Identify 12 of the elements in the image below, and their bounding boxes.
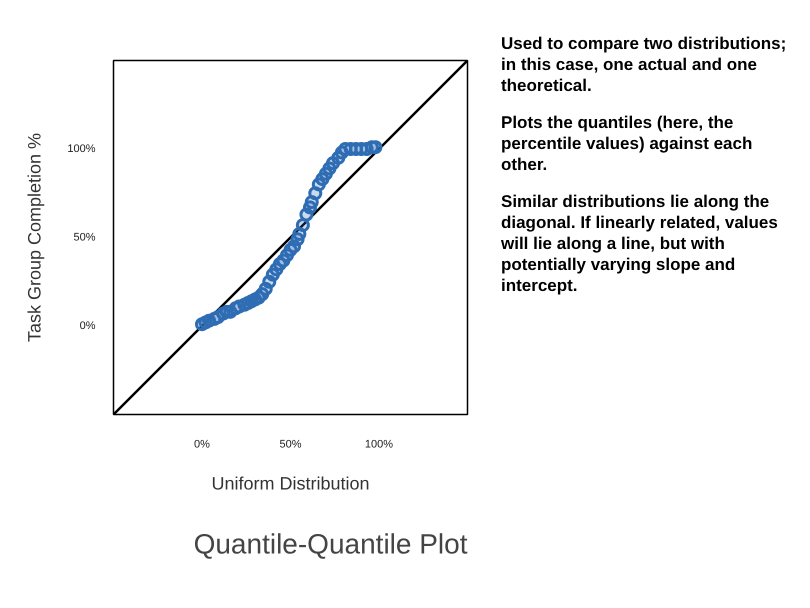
x-tick-label: 100% bbox=[364, 438, 394, 450]
y-axis-title: Task Group Completion % bbox=[24, 132, 44, 342]
text: Similar distributions lie along the diagonal. If linearly related, values will lie along a line, but with potentially varying slope and intercept. bbox=[501, 191, 779, 296]
y-tick-label: 100% bbox=[67, 143, 96, 155]
y-tick-label: 50% bbox=[73, 232, 96, 244]
text: Used to compare two distributions; in this case, one actual and one theoretical. bbox=[501, 33, 788, 96]
text: Quantile-Quantile Plot bbox=[194, 528, 468, 560]
x-tick-label: 0% bbox=[194, 438, 210, 450]
x-tick-label: 50% bbox=[279, 438, 302, 450]
text: Plots the quantiles (here, the percentile values) against each other. bbox=[501, 112, 754, 175]
y-tick-label: 0% bbox=[80, 320, 96, 332]
x-axis-title: Uniform Distribution bbox=[211, 474, 370, 494]
